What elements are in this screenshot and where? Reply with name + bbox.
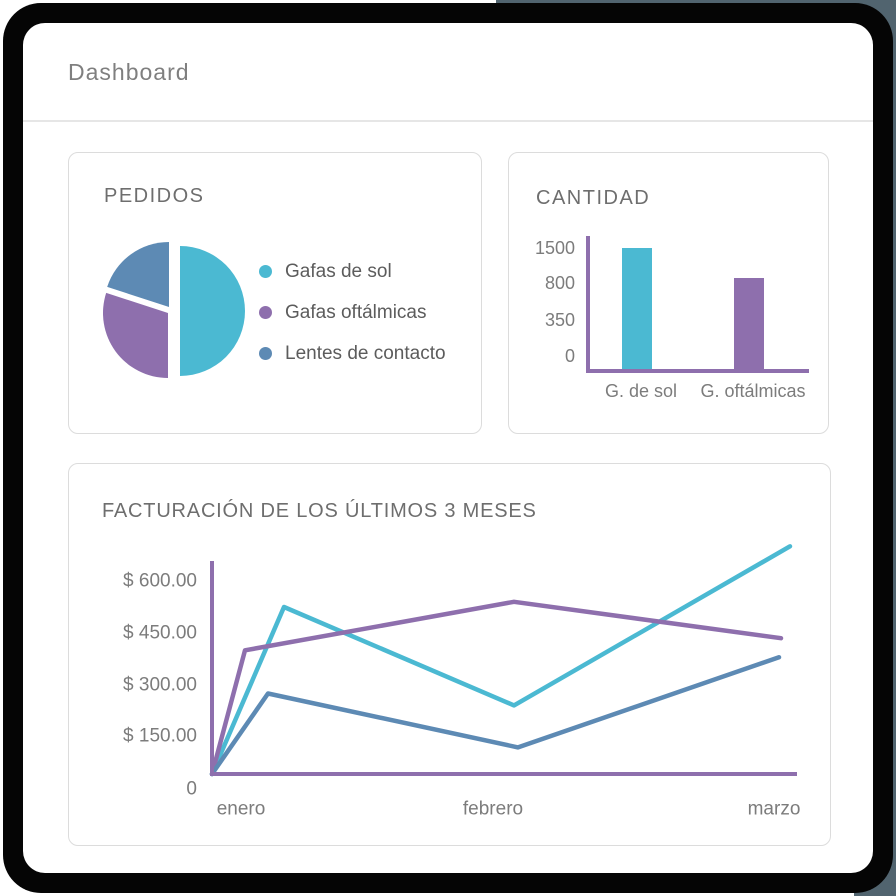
legend-item: Gafas de sol [259,259,446,284]
line-xtick-label: febrero [463,799,523,820]
background-accent-right [892,0,896,896]
pie-legend: Gafas de sol Gafas oftálmicas Lentes de co… [259,259,446,366]
background-accent-top [496,0,896,4]
pedidos-card-title: PEDIDOS [104,185,205,207]
line-series-2 [209,599,784,777]
bar-category-label: G. oftálmicas [700,381,805,401]
legend-item: Lentes de contacto [259,341,446,366]
line-series-1 [209,544,793,777]
legend-dot-icon [259,265,272,278]
line-ytick-label: $ 300.00 [123,675,197,696]
page-title: Dashboard [68,59,190,85]
pie-chart [103,242,245,378]
legend-dot-icon [259,347,272,360]
card-pedidos: PEDIDOS Gafas de sol Gafas oftálmicas Lent… [68,152,482,434]
line-ytick-label: $ 450.00 [123,623,197,644]
card-facturacion: FACTURACIÓN DE LOS ÚLTIMOS 3 MESES $ 600… [68,463,831,846]
legend-label: Lentes de contacto [285,342,446,364]
header-divider [23,120,873,122]
bar-ytick-label: 800 [545,273,575,293]
bar-category-label: G. de sol [605,381,677,401]
pie-slice-3 [107,242,169,307]
line-ytick-label: $ 600.00 [123,571,197,592]
pie-slice-1 [180,246,245,376]
line-ytick-label: 0 [186,779,197,800]
bar-1 [622,248,652,371]
legend-label: Gafas de sol [285,260,392,282]
bar-ytick-label: 0 [565,346,575,366]
pie-slice-2 [103,292,168,378]
legend-item: Gafas oftálmicas [259,300,446,325]
bar-chart: 1500 800 350 0 G. de sol G. oftálmicas [535,236,809,401]
dashboard-screen: Dashboard PEDIDOS Gafas de sol Gafas oftá… [23,23,873,873]
card-cantidad: CANTIDAD 1500 800 350 0 G. de sol G. oftálmic… [508,152,829,434]
line-chart: $ 600.00 $ 450.00 $ 300.00 $ 150.00 0 enero fe… [123,544,801,820]
legend-label: Gafas oftálmicas [285,301,427,323]
cantidad-card-title: CANTIDAD [536,187,651,209]
bar-ytick-label: 1500 [535,238,575,258]
line-ytick-label: $ 150.00 [123,726,197,747]
bar-2 [734,278,764,371]
bar-ytick-label: 350 [545,310,575,330]
legend-dot-icon [259,306,272,319]
line-xtick-label: marzo [748,799,801,820]
facturacion-card-title: FACTURACIÓN DE LOS ÚLTIMOS 3 MESES [102,500,537,522]
line-series-3 [209,655,782,777]
line-xtick-label: enero [217,799,266,820]
